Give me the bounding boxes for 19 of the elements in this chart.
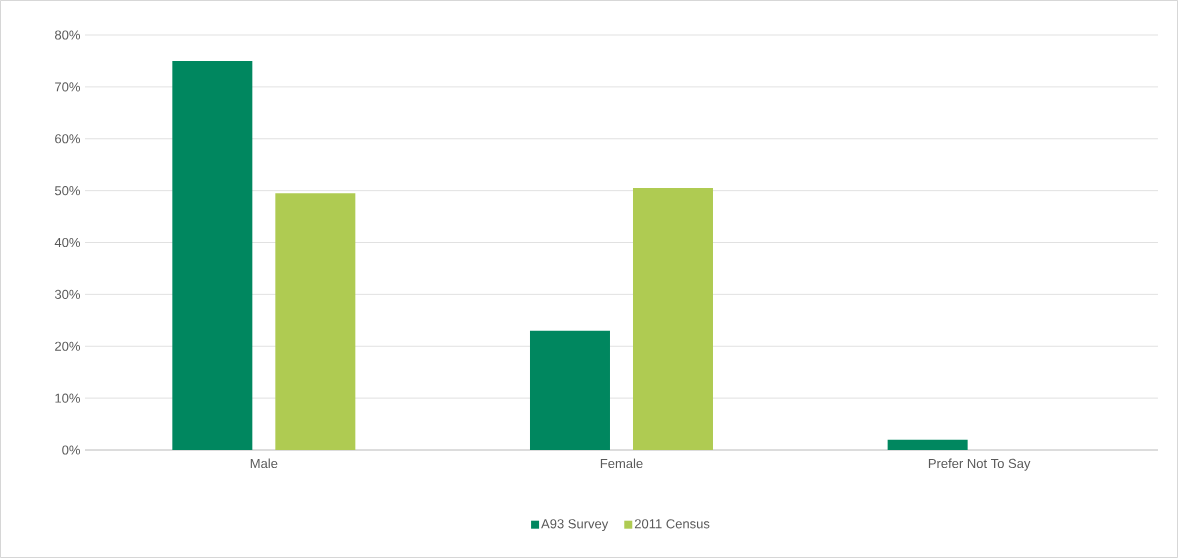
y-tick-label: 80%	[55, 30, 80, 40]
y-tick-label: 30%	[54, 289, 80, 299]
y-tick-label: 50%	[54, 186, 80, 196]
x-tick-label: Prefer Not To Say	[928, 458, 1031, 471]
bar	[887, 439, 968, 450]
bar	[529, 330, 610, 450]
bar	[632, 188, 713, 450]
y-tick-label: 40%	[54, 237, 80, 248]
legend-label: 2011 Census	[634, 519, 710, 529]
x-tick-label: Female	[600, 458, 643, 469]
y-tick-label: 0%	[62, 445, 80, 455]
legend-label: A93 Survey	[541, 519, 609, 531]
bar	[172, 60, 253, 450]
y-tick-label: 20%	[55, 341, 80, 351]
y-tick-label: 70%	[55, 82, 80, 92]
y-tick-label: 10%	[55, 393, 80, 403]
x-tick-label: Male	[250, 458, 278, 469]
bar	[275, 193, 356, 450]
y-tick-label: 60%	[55, 134, 80, 144]
